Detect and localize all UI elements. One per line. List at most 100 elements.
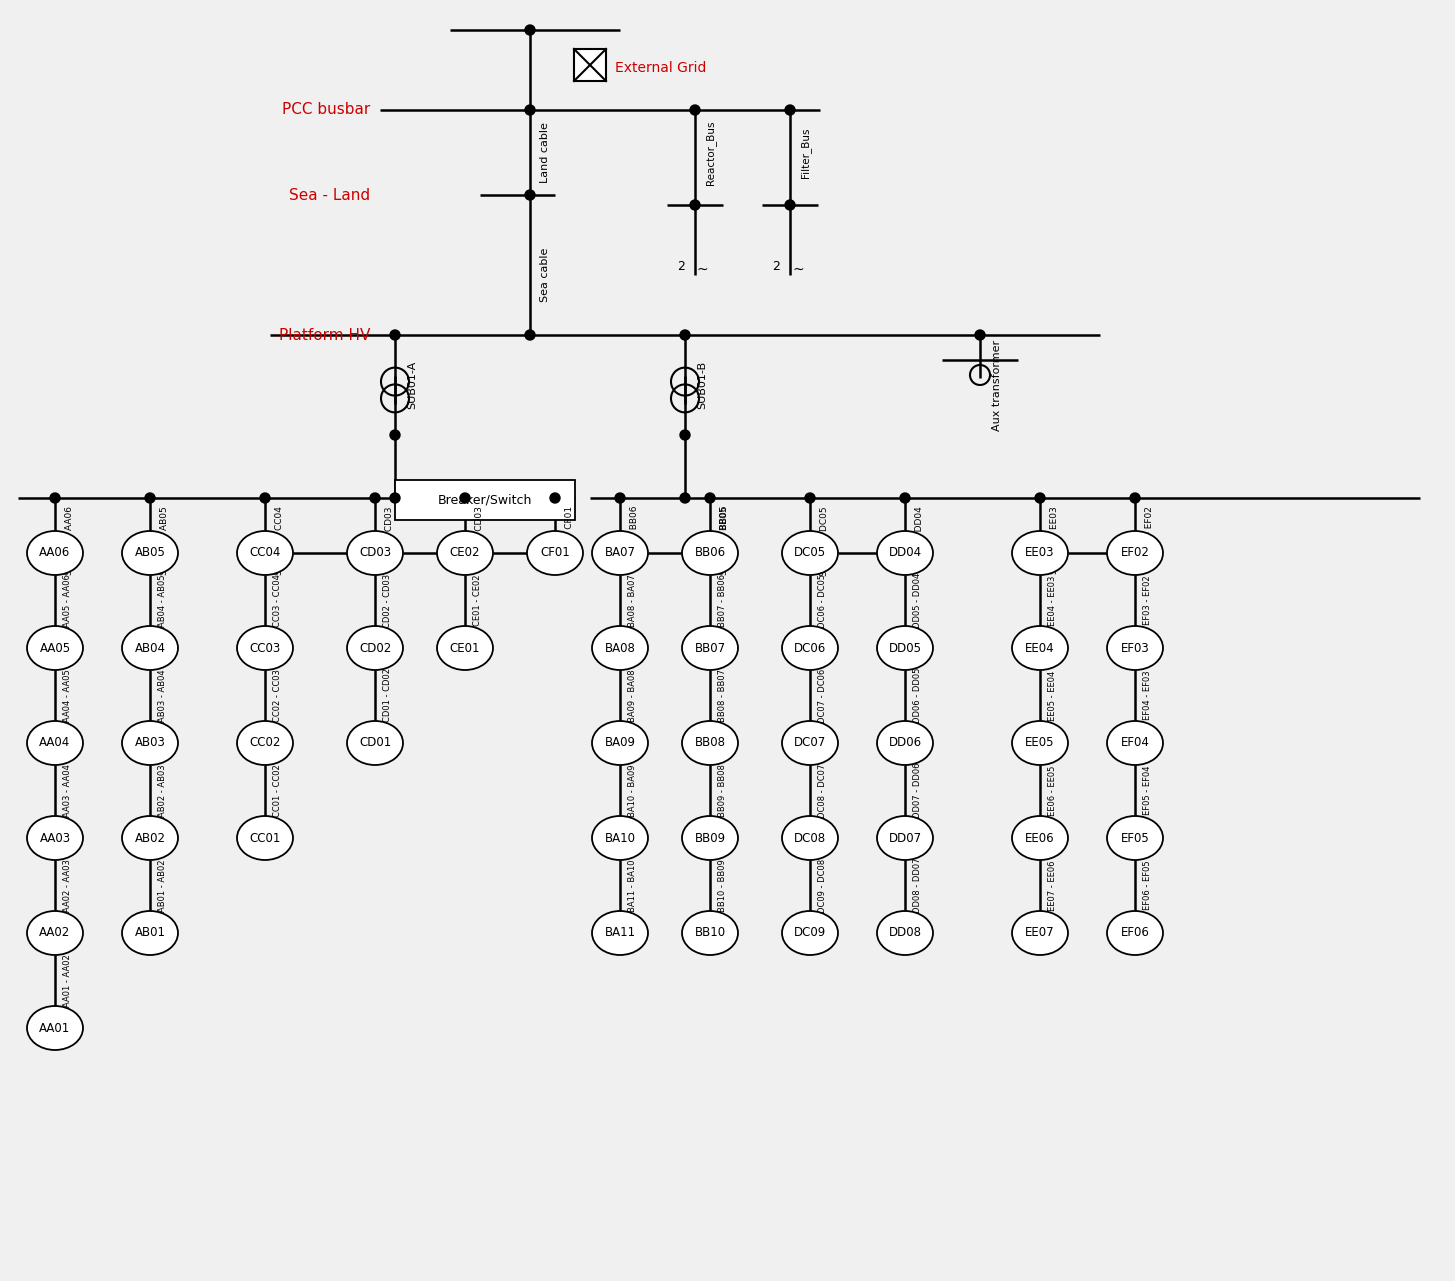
Text: EF02: EF02 [1120,547,1149,560]
Ellipse shape [28,816,83,860]
Text: AA03: AA03 [39,831,70,844]
Text: BA11: BA11 [604,926,636,939]
Ellipse shape [592,816,647,860]
Ellipse shape [781,721,838,765]
Text: Filter_Bus: Filter_Bus [800,127,810,178]
Text: ~: ~ [697,263,709,277]
Ellipse shape [682,721,738,765]
Text: CC04: CC04 [249,547,281,560]
Circle shape [525,105,535,115]
Ellipse shape [592,721,647,765]
Text: SUB01B - BB05: SUB01B - BB05 [720,506,729,575]
Ellipse shape [781,532,838,575]
Circle shape [975,330,985,339]
Ellipse shape [1013,911,1068,956]
Circle shape [805,493,815,503]
Text: BB09 - BB08: BB09 - BB08 [717,763,728,817]
Text: SUB01A - CC04: SUB01A - CC04 [275,506,284,575]
Ellipse shape [122,532,178,575]
Text: DC05: DC05 [794,547,826,560]
Text: DD08 - DD07: DD08 - DD07 [912,858,922,913]
Circle shape [146,493,156,503]
Circle shape [1035,493,1045,503]
Ellipse shape [1107,626,1163,670]
Text: Sea cable: Sea cable [540,247,550,302]
Text: AA04 - AA05: AA04 - AA05 [63,669,71,722]
Circle shape [615,493,626,503]
Text: BB10 - BB09: BB10 - BB09 [717,860,728,912]
Ellipse shape [592,911,647,956]
Circle shape [901,493,909,503]
Ellipse shape [1107,816,1163,860]
Text: AA02: AA02 [39,926,71,939]
Ellipse shape [1013,532,1068,575]
Text: EF04: EF04 [1120,737,1149,749]
Text: CD01 - CD02: CD01 - CD02 [383,669,391,722]
Circle shape [786,105,794,115]
Text: External Grid: External Grid [615,61,706,76]
Text: Aux transformer: Aux transformer [992,339,1002,430]
Circle shape [679,430,690,439]
Text: AB04 - AB05: AB04 - AB05 [159,574,167,626]
Text: BA09 - BA08: BA09 - BA08 [629,669,637,721]
Text: AA05 - AA06: AA05 - AA06 [63,574,71,626]
Text: BA07 - BB06: BA07 - BB06 [720,506,729,562]
Text: BA07: BA07 [604,547,636,560]
Ellipse shape [682,626,738,670]
Text: AB03: AB03 [134,737,166,749]
Text: CC02 - CC03: CC02 - CC03 [274,669,282,722]
Text: BB06: BB06 [694,547,726,560]
Circle shape [390,430,400,439]
Ellipse shape [122,816,178,860]
Text: Platform HV: Platform HV [278,328,370,342]
Text: EE07 - EE06: EE07 - EE06 [1048,861,1056,911]
Text: DC07: DC07 [794,737,826,749]
Text: DD05: DD05 [889,642,921,655]
Ellipse shape [781,626,838,670]
Circle shape [1131,493,1141,503]
Text: DD07 - DD06: DD07 - DD06 [912,762,922,819]
Ellipse shape [28,721,83,765]
Text: AA01 - AA02: AA01 - AA02 [63,954,71,1007]
Text: 2: 2 [773,260,780,274]
Text: BA10: BA10 [604,831,636,844]
Text: DC09: DC09 [794,926,826,939]
Text: SUB01A - AB05: SUB01A - AB05 [160,506,169,575]
Text: Breaker/Switch: Breaker/Switch [438,493,533,506]
Circle shape [525,26,535,35]
Text: CC03: CC03 [249,642,281,655]
Circle shape [690,200,700,210]
Text: EF05: EF05 [1120,831,1149,844]
Text: SUB01A - AA06: SUB01A - AA06 [65,506,74,575]
Ellipse shape [28,911,83,956]
Text: CE02: CE02 [450,547,480,560]
Text: EE04 - EE03: EE04 - EE03 [1048,575,1056,625]
Text: Land cable: Land cable [540,122,550,183]
Ellipse shape [346,532,403,575]
Text: CF01: CF01 [540,547,570,560]
Ellipse shape [122,911,178,956]
Text: DC07 - DC06: DC07 - DC06 [818,669,826,722]
Text: EE03 - EF02: EE03 - EF02 [1145,506,1154,560]
Ellipse shape [436,626,493,670]
Text: EE07: EE07 [1026,926,1055,939]
Text: Sea - Land: Sea - Land [290,187,370,202]
Ellipse shape [781,911,838,956]
Text: AB01: AB01 [134,926,166,939]
Bar [575,49,605,81]
Text: 2: 2 [677,260,685,274]
Text: AA03 - AA04: AA03 - AA04 [63,763,71,817]
Ellipse shape [237,532,292,575]
Text: AB04: AB04 [134,642,166,655]
Text: DD05 - DD04: DD05 - DD04 [912,573,922,628]
Ellipse shape [877,626,933,670]
Ellipse shape [346,721,403,765]
Circle shape [706,493,714,503]
Ellipse shape [682,532,738,575]
Text: EF04 - EF03: EF04 - EF03 [1144,671,1152,720]
Text: AA06: AA06 [39,547,71,560]
Ellipse shape [1107,911,1163,956]
Text: AA05: AA05 [39,642,70,655]
Text: CC04 - CD03: CC04 - CD03 [386,506,394,564]
Text: Reactor_Bus: Reactor_Bus [706,120,716,184]
